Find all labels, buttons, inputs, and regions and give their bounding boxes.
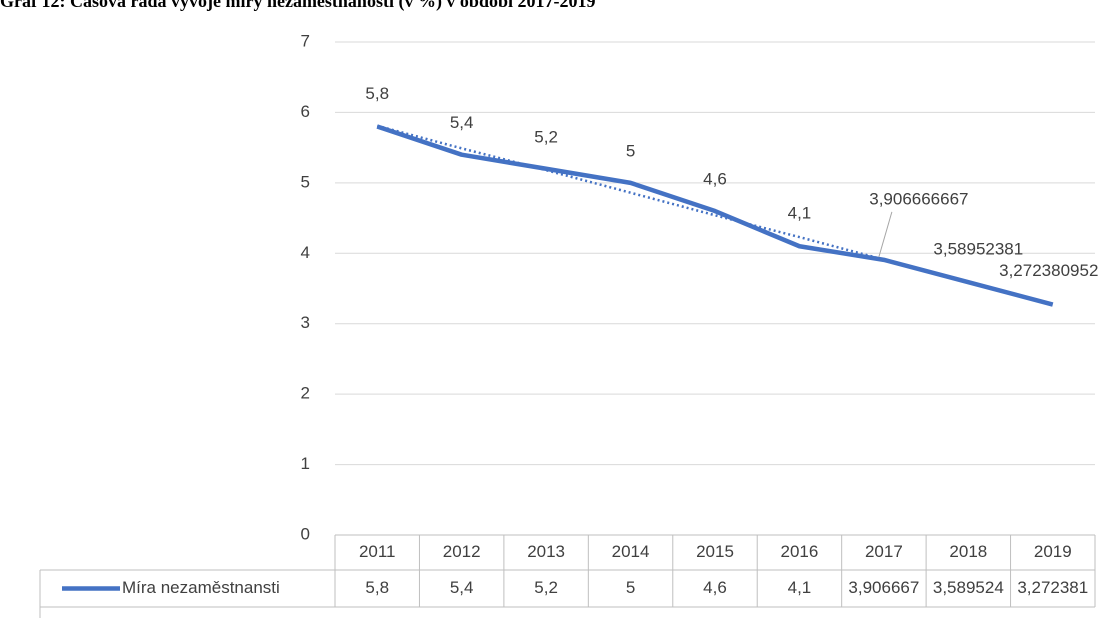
y-tick-label: 6 — [301, 102, 310, 121]
chart-title: Graf 12: Časová řada vývoje míry nezaměs… — [0, 0, 595, 12]
data-label: 5 — [626, 141, 635, 160]
table-value: 5,4 — [450, 578, 474, 597]
data-label: 3,272380952 — [999, 261, 1098, 280]
data-label: 5,2 — [534, 127, 558, 146]
leader-line — [878, 211, 893, 257]
y-tick-label: 4 — [301, 243, 310, 262]
trendline — [376, 124, 885, 261]
y-tick-label: 3 — [301, 313, 310, 332]
x-tick-label: 2011 — [359, 542, 396, 561]
table-value: 4,6 — [703, 578, 727, 597]
x-tick-label: 2019 — [1034, 542, 1072, 561]
x-tick-label: 2017 — [865, 542, 903, 561]
table-value: 3,589524 — [933, 578, 1004, 597]
data-label: 5,4 — [450, 113, 474, 132]
table-value: 5,8 — [365, 578, 389, 597]
data-label: 4,6 — [703, 170, 727, 189]
legend-label: Míra nezaměstnansti — [122, 578, 280, 597]
y-tick-label: 0 — [301, 524, 310, 543]
table-value: 5 — [626, 578, 635, 597]
table-value: 3,272381 — [1017, 578, 1088, 597]
data-label: 4,1 — [788, 204, 812, 223]
y-tick-label: 5 — [301, 172, 310, 191]
x-tick-label: 2016 — [781, 542, 819, 561]
table-value: 5,2 — [534, 578, 558, 597]
series-line — [376, 124, 1054, 307]
table-value: 3,906667 — [848, 578, 919, 597]
data-label: 3,906666667 — [869, 189, 968, 208]
x-tick-label: 2018 — [949, 542, 987, 561]
x-tick-label: 2014 — [612, 542, 650, 561]
data-label: 3,58952381 — [933, 240, 1023, 259]
x-tick-label: 2012 — [443, 542, 481, 561]
x-tick-label: 2013 — [527, 542, 565, 561]
table-value: 4,1 — [788, 578, 812, 597]
y-tick-label: 1 — [301, 454, 310, 473]
y-tick-label: 2 — [301, 384, 310, 403]
x-tick-label: 2015 — [696, 542, 734, 561]
y-tick-label: 7 — [301, 31, 310, 50]
data-label: 5,8 — [365, 84, 389, 103]
